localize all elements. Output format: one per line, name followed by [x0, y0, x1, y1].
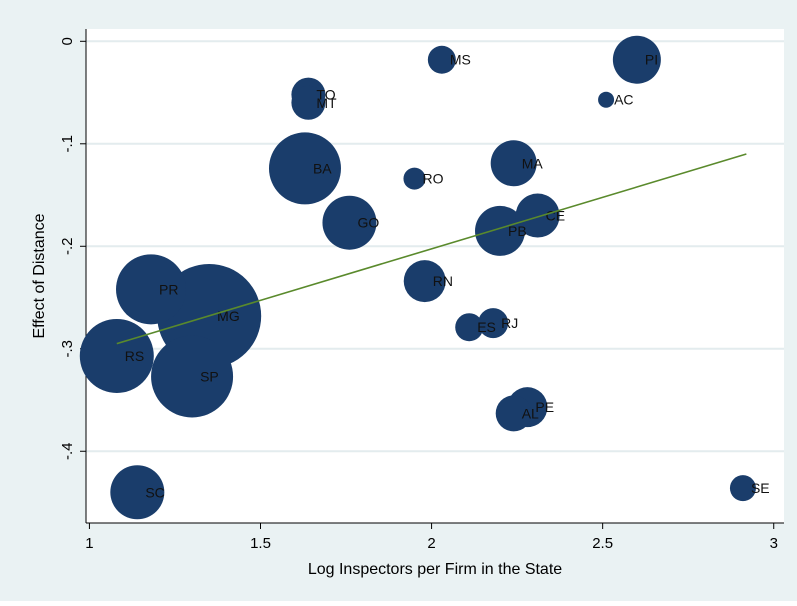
data-point-label: ES	[477, 319, 496, 335]
data-point-label: SE	[751, 480, 770, 496]
y-axis-ticks: 0 -.1 -.2 -.3 -.4	[59, 37, 86, 460]
data-point-label: PE	[535, 399, 554, 415]
data-point-label: RN	[433, 273, 453, 289]
data-point-label: GO	[357, 215, 379, 231]
x-tick-label: 3	[770, 535, 778, 552]
data-point	[322, 195, 377, 250]
data-point	[515, 193, 560, 238]
data-point	[291, 85, 326, 120]
y-tick-label: 0	[59, 37, 76, 45]
data-point-label: RS	[125, 348, 144, 364]
x-tick-label: 2.5	[592, 535, 613, 552]
data-point-label: BA	[313, 160, 332, 176]
y-tick-label: -.3	[59, 340, 76, 358]
y-tick-label: -.4	[59, 442, 76, 460]
data-point-label: PI	[645, 52, 658, 68]
data-point	[116, 254, 187, 325]
x-axis-title: Log Inspectors per Firm in the State	[308, 561, 562, 578]
x-axis-ticks: 1 1.5 2 2.5 3	[85, 523, 778, 552]
data-point	[110, 465, 165, 520]
data-point-label: SC	[145, 484, 164, 500]
data-point-label: RO	[422, 171, 443, 187]
data-point-label: TO	[316, 87, 335, 103]
data-point	[151, 335, 234, 418]
data-point	[478, 308, 509, 339]
data-point-label: AL	[522, 405, 539, 421]
data-point	[729, 475, 756, 502]
data-point	[455, 313, 484, 342]
data-point-label: MA	[522, 155, 544, 171]
data-point	[427, 45, 456, 74]
data-point	[403, 260, 446, 303]
y-axis-title: Effect of Distance	[31, 213, 48, 338]
y-tick-label: -.1	[59, 135, 76, 153]
data-point	[490, 140, 537, 187]
data-point	[598, 91, 615, 108]
data-point	[495, 395, 532, 432]
data-point-label: RJ	[501, 315, 518, 331]
data-point	[403, 167, 426, 190]
data-point-label: MT	[316, 95, 337, 111]
data-point-label: SP	[200, 368, 219, 384]
x-tick-label: 1.5	[250, 535, 271, 552]
x-tick-label: 2	[427, 535, 435, 552]
data-point	[612, 35, 661, 84]
data-point	[475, 205, 526, 256]
data-point-label: AC	[614, 92, 633, 108]
fit-line	[116, 153, 747, 345]
data-point-label: MS	[450, 52, 471, 68]
data-point-label: CE	[546, 208, 565, 224]
data-point-label: PB	[508, 223, 527, 239]
data-point-label: PR	[159, 281, 178, 297]
data-point	[268, 132, 341, 205]
y-tick-label: -.2	[59, 238, 76, 256]
x-tick-label: 1	[85, 535, 93, 552]
